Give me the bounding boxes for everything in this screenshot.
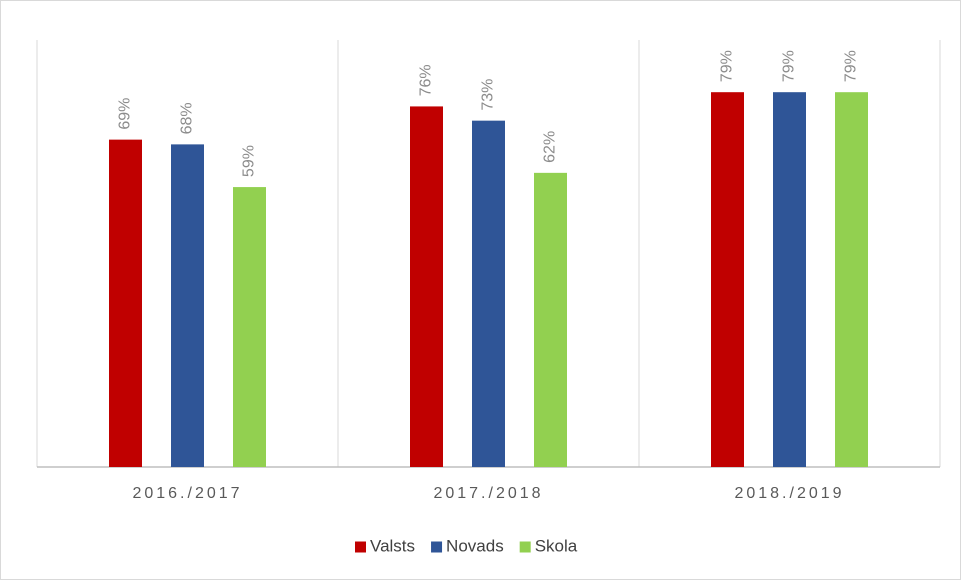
value-label: 79% [781, 50, 798, 82]
legend-label: Skola [535, 536, 578, 555]
value-label: 59% [241, 145, 258, 177]
value-label: 79% [719, 50, 736, 82]
value-label: 69% [117, 98, 134, 130]
bar [534, 172, 567, 467]
bar [233, 187, 266, 468]
legend-swatch [355, 541, 366, 553]
legend-swatch [431, 541, 443, 553]
bar [835, 92, 868, 467]
legend-label: Valsts [370, 536, 415, 555]
bar [773, 92, 806, 467]
bar [410, 106, 443, 467]
value-label: 68% [179, 102, 196, 134]
x-tick-label: 2017./2018 [433, 485, 543, 502]
x-tick-label: 2016./2017 [132, 485, 242, 502]
bar [171, 144, 204, 467]
value-label: 76% [418, 64, 435, 96]
bar [472, 120, 505, 468]
legend-label: Novads [446, 536, 504, 555]
x-tick-label: 2018./2019 [734, 485, 844, 502]
bar [711, 92, 744, 467]
value-label: 62% [542, 131, 559, 163]
value-label: 73% [480, 79, 497, 111]
legend-swatch [519, 541, 531, 553]
bar [109, 139, 142, 467]
value-label: 79% [843, 50, 860, 82]
